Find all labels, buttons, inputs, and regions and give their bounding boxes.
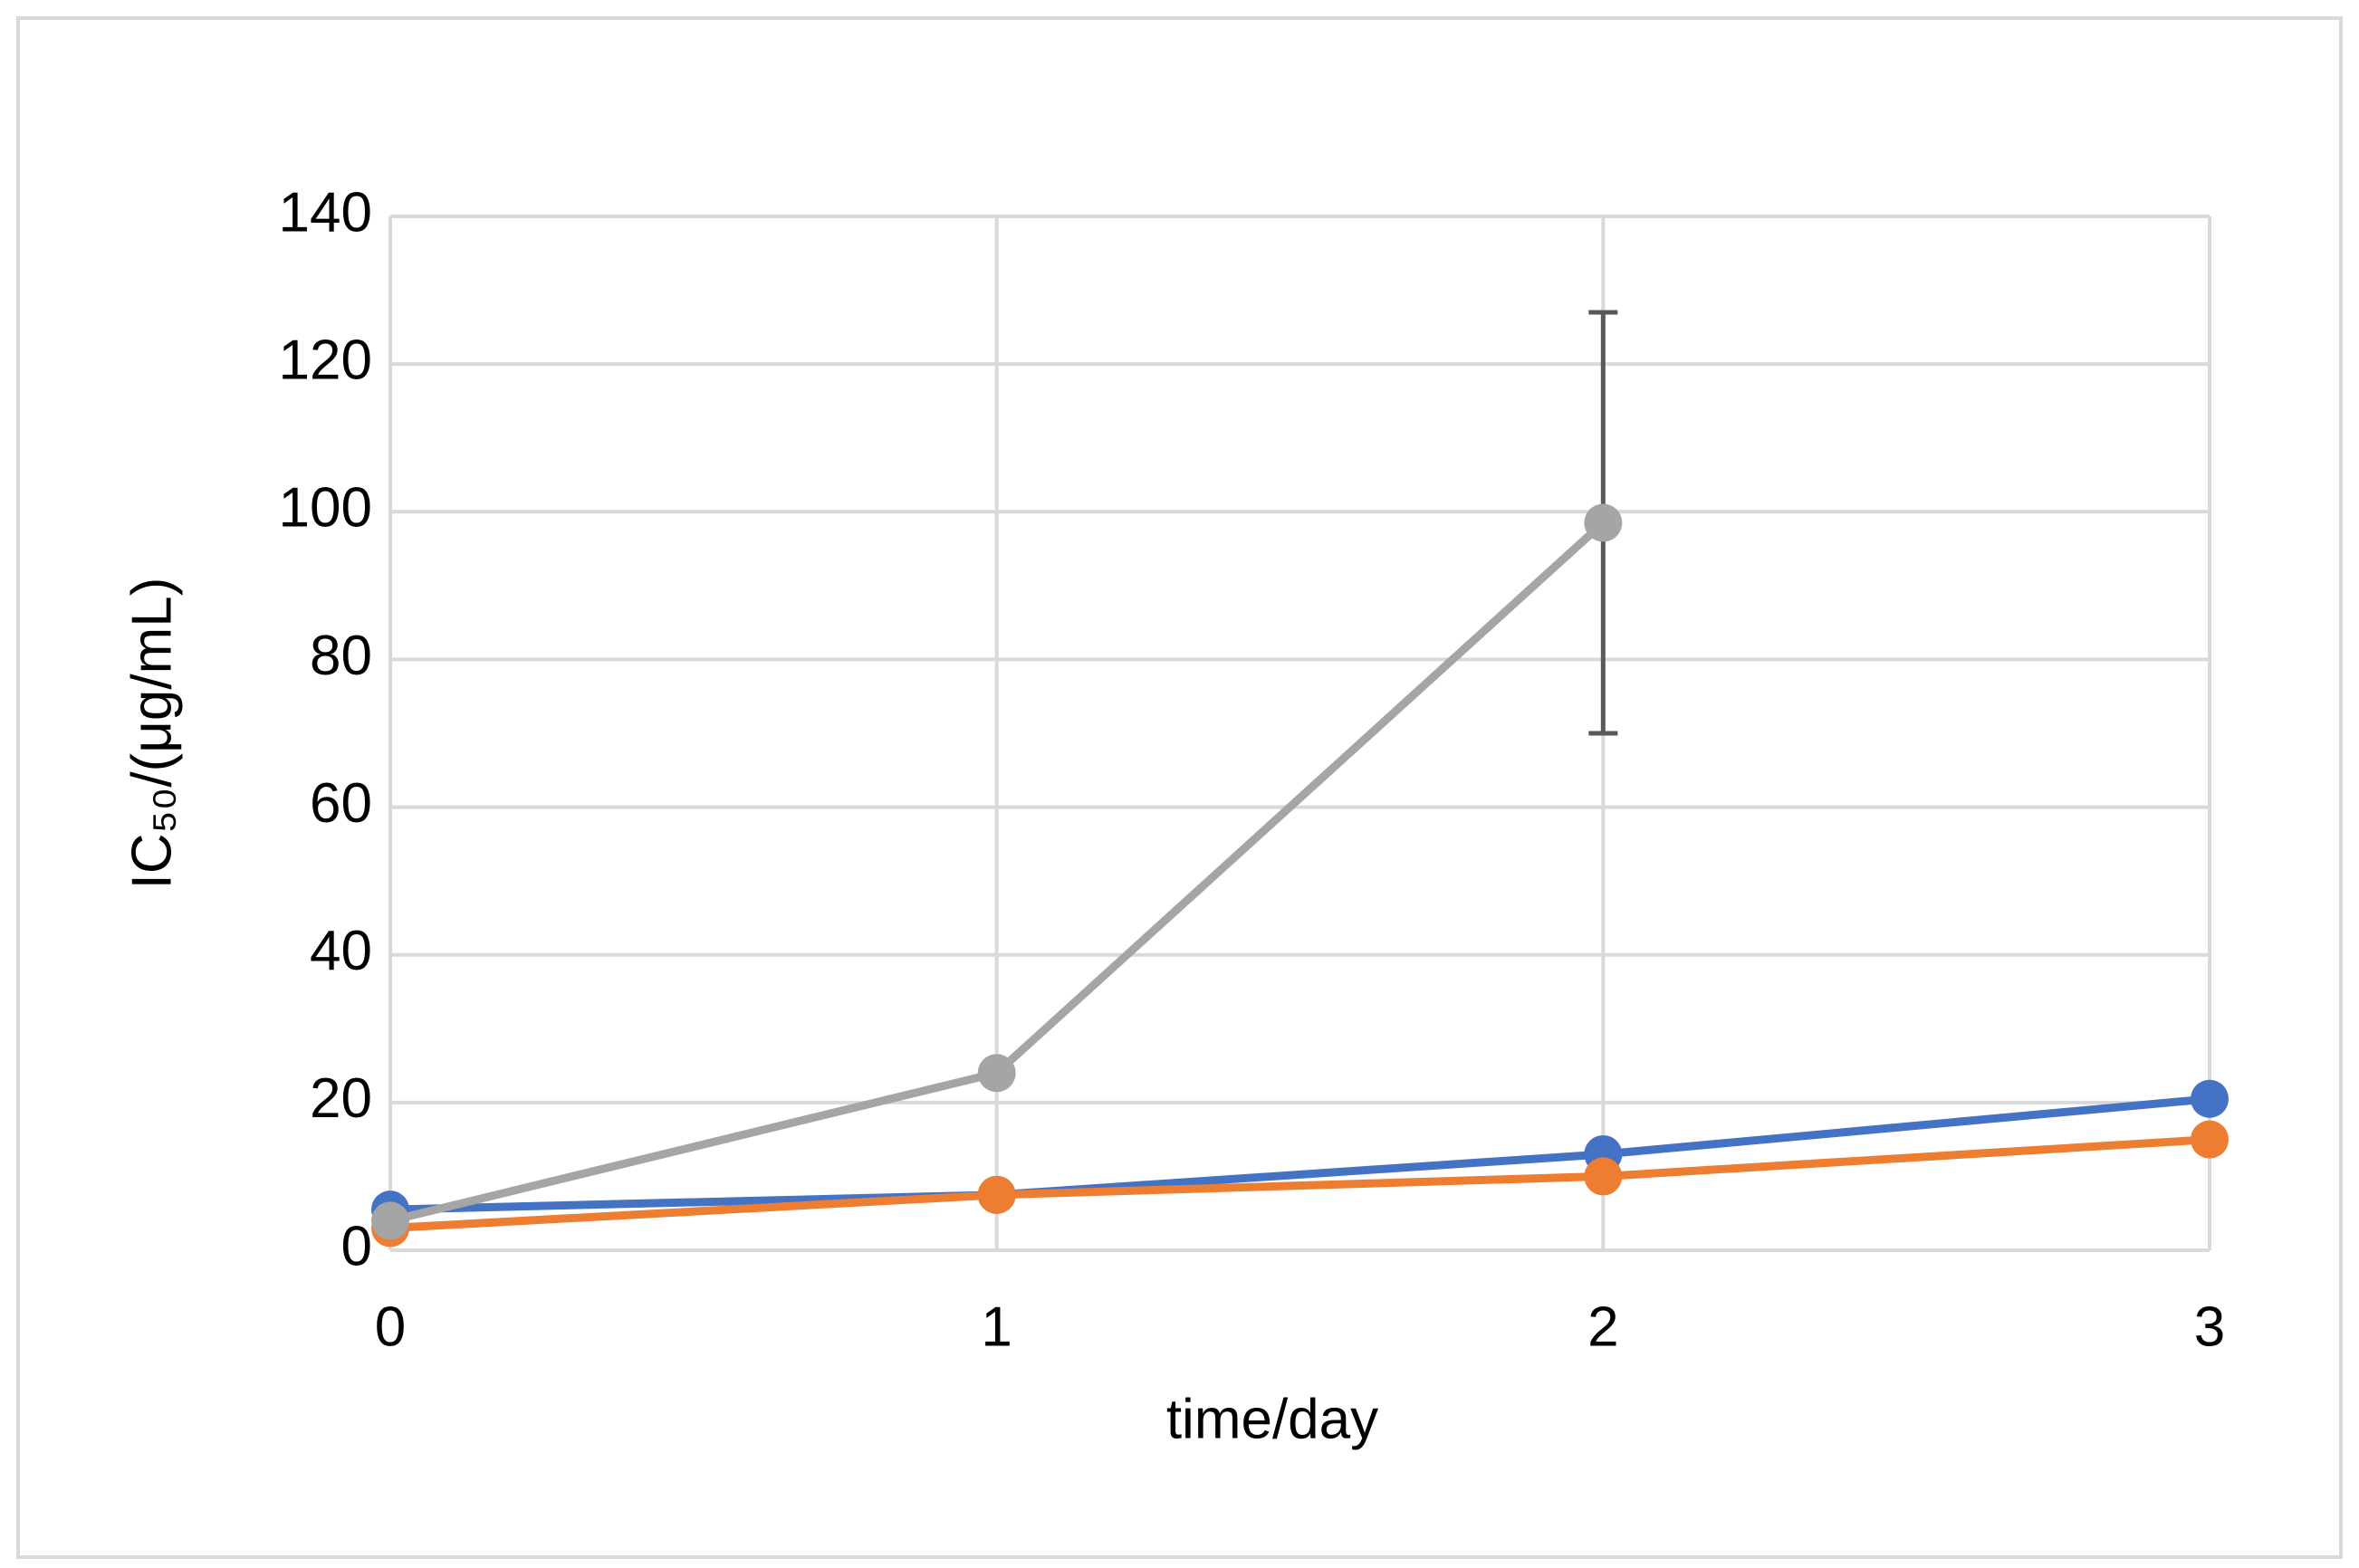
series-line <box>389 1095 2210 1214</box>
x-tick-label: 3 <box>2194 1296 2225 1358</box>
y-tick-label: 80 <box>310 625 372 687</box>
x-tick-label: 0 <box>375 1296 406 1358</box>
y-tick-label: 0 <box>341 1215 372 1277</box>
y-tick-label: 20 <box>310 1067 372 1130</box>
data-point <box>977 1175 1016 1214</box>
data-point <box>371 1201 409 1240</box>
y-tick-label: 60 <box>310 772 372 835</box>
series-line <box>389 1135 2210 1233</box>
chart-border <box>16 16 2343 1559</box>
data-point <box>1584 503 1623 542</box>
x-tick-label: 2 <box>1587 1296 1618 1358</box>
y-tick-label: 100 <box>279 477 372 540</box>
y-axis-title: IC₅₀/(μg/mL) <box>120 578 183 890</box>
data-point <box>977 1054 1016 1093</box>
y-tick-label: 40 <box>310 920 372 982</box>
x-tick-label: 1 <box>981 1296 1012 1358</box>
data-point <box>2191 1120 2229 1159</box>
y-tick-label: 120 <box>279 330 372 392</box>
data-point <box>2191 1079 2229 1118</box>
x-axis-title: time/day <box>1166 1388 1378 1450</box>
y-tick-label: 140 <box>279 181 372 244</box>
data-point <box>1584 1157 1623 1196</box>
